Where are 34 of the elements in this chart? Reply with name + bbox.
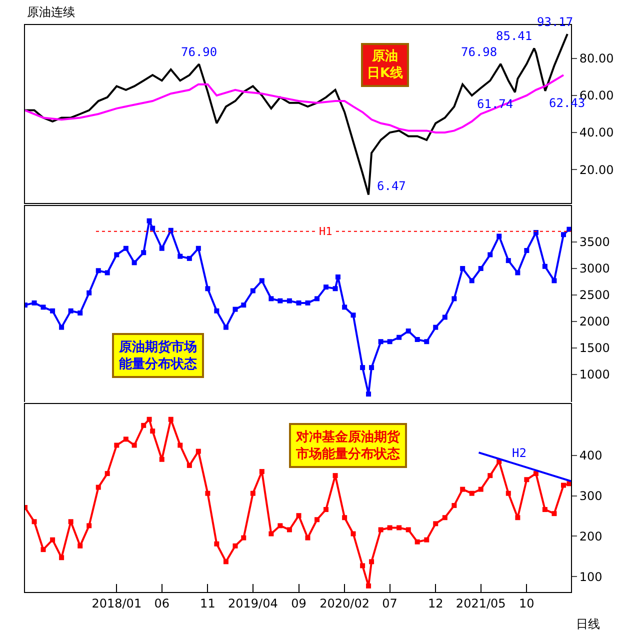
annotation: 85.41 [496, 29, 532, 43]
x-tick-label: 06 [154, 596, 170, 610]
annotation: 6.47 [377, 179, 406, 193]
text: 日线 [576, 617, 600, 631]
x-tick-label: 10 [519, 596, 534, 610]
y-tick-label: 1000 [579, 368, 610, 382]
y-tick-label: 200 [579, 529, 602, 544]
x-tick-label: 11 [200, 596, 216, 610]
annotation: 原油期货市场能量分布状态 [118, 339, 198, 372]
y-tick-label: 80.00 [579, 52, 614, 66]
x-tick-label: 09 [291, 596, 306, 610]
x-tick-label: 2019/04 [228, 596, 278, 610]
y-tick-label: 300 [579, 488, 602, 503]
y-tick-label: 3000 [579, 262, 610, 276]
y-tick-label: 3500 [579, 235, 610, 250]
ref-line-label: H1 [319, 225, 332, 238]
y-tick-label: 100 [579, 570, 602, 584]
chart-title: 原油连续 [27, 5, 75, 19]
annotation: 76.98 [461, 45, 498, 59]
y-tick-label: 2500 [579, 288, 610, 302]
y-tick-label: 1500 [579, 341, 610, 356]
annotation: H2 [512, 446, 526, 460]
x-tick-label: 07 [382, 596, 398, 610]
x-tick-label: 2021/05 [456, 596, 506, 610]
annotation: 对冲基金原油期货市场能量分布状态 [295, 429, 401, 462]
y-tick-label: 40.00 [579, 126, 614, 140]
annotation: 76.90 [181, 45, 218, 59]
x-tick-label: 2020/02 [320, 596, 370, 610]
x-tick-label: 12 [428, 596, 444, 610]
y-tick-label: 400 [579, 448, 602, 463]
x-tick-label: 2018/01 [92, 596, 142, 610]
annotation: 原油日K线 [367, 49, 404, 81]
y-tick-label: 2000 [579, 314, 610, 329]
y-tick-label: 20.00 [579, 162, 614, 177]
